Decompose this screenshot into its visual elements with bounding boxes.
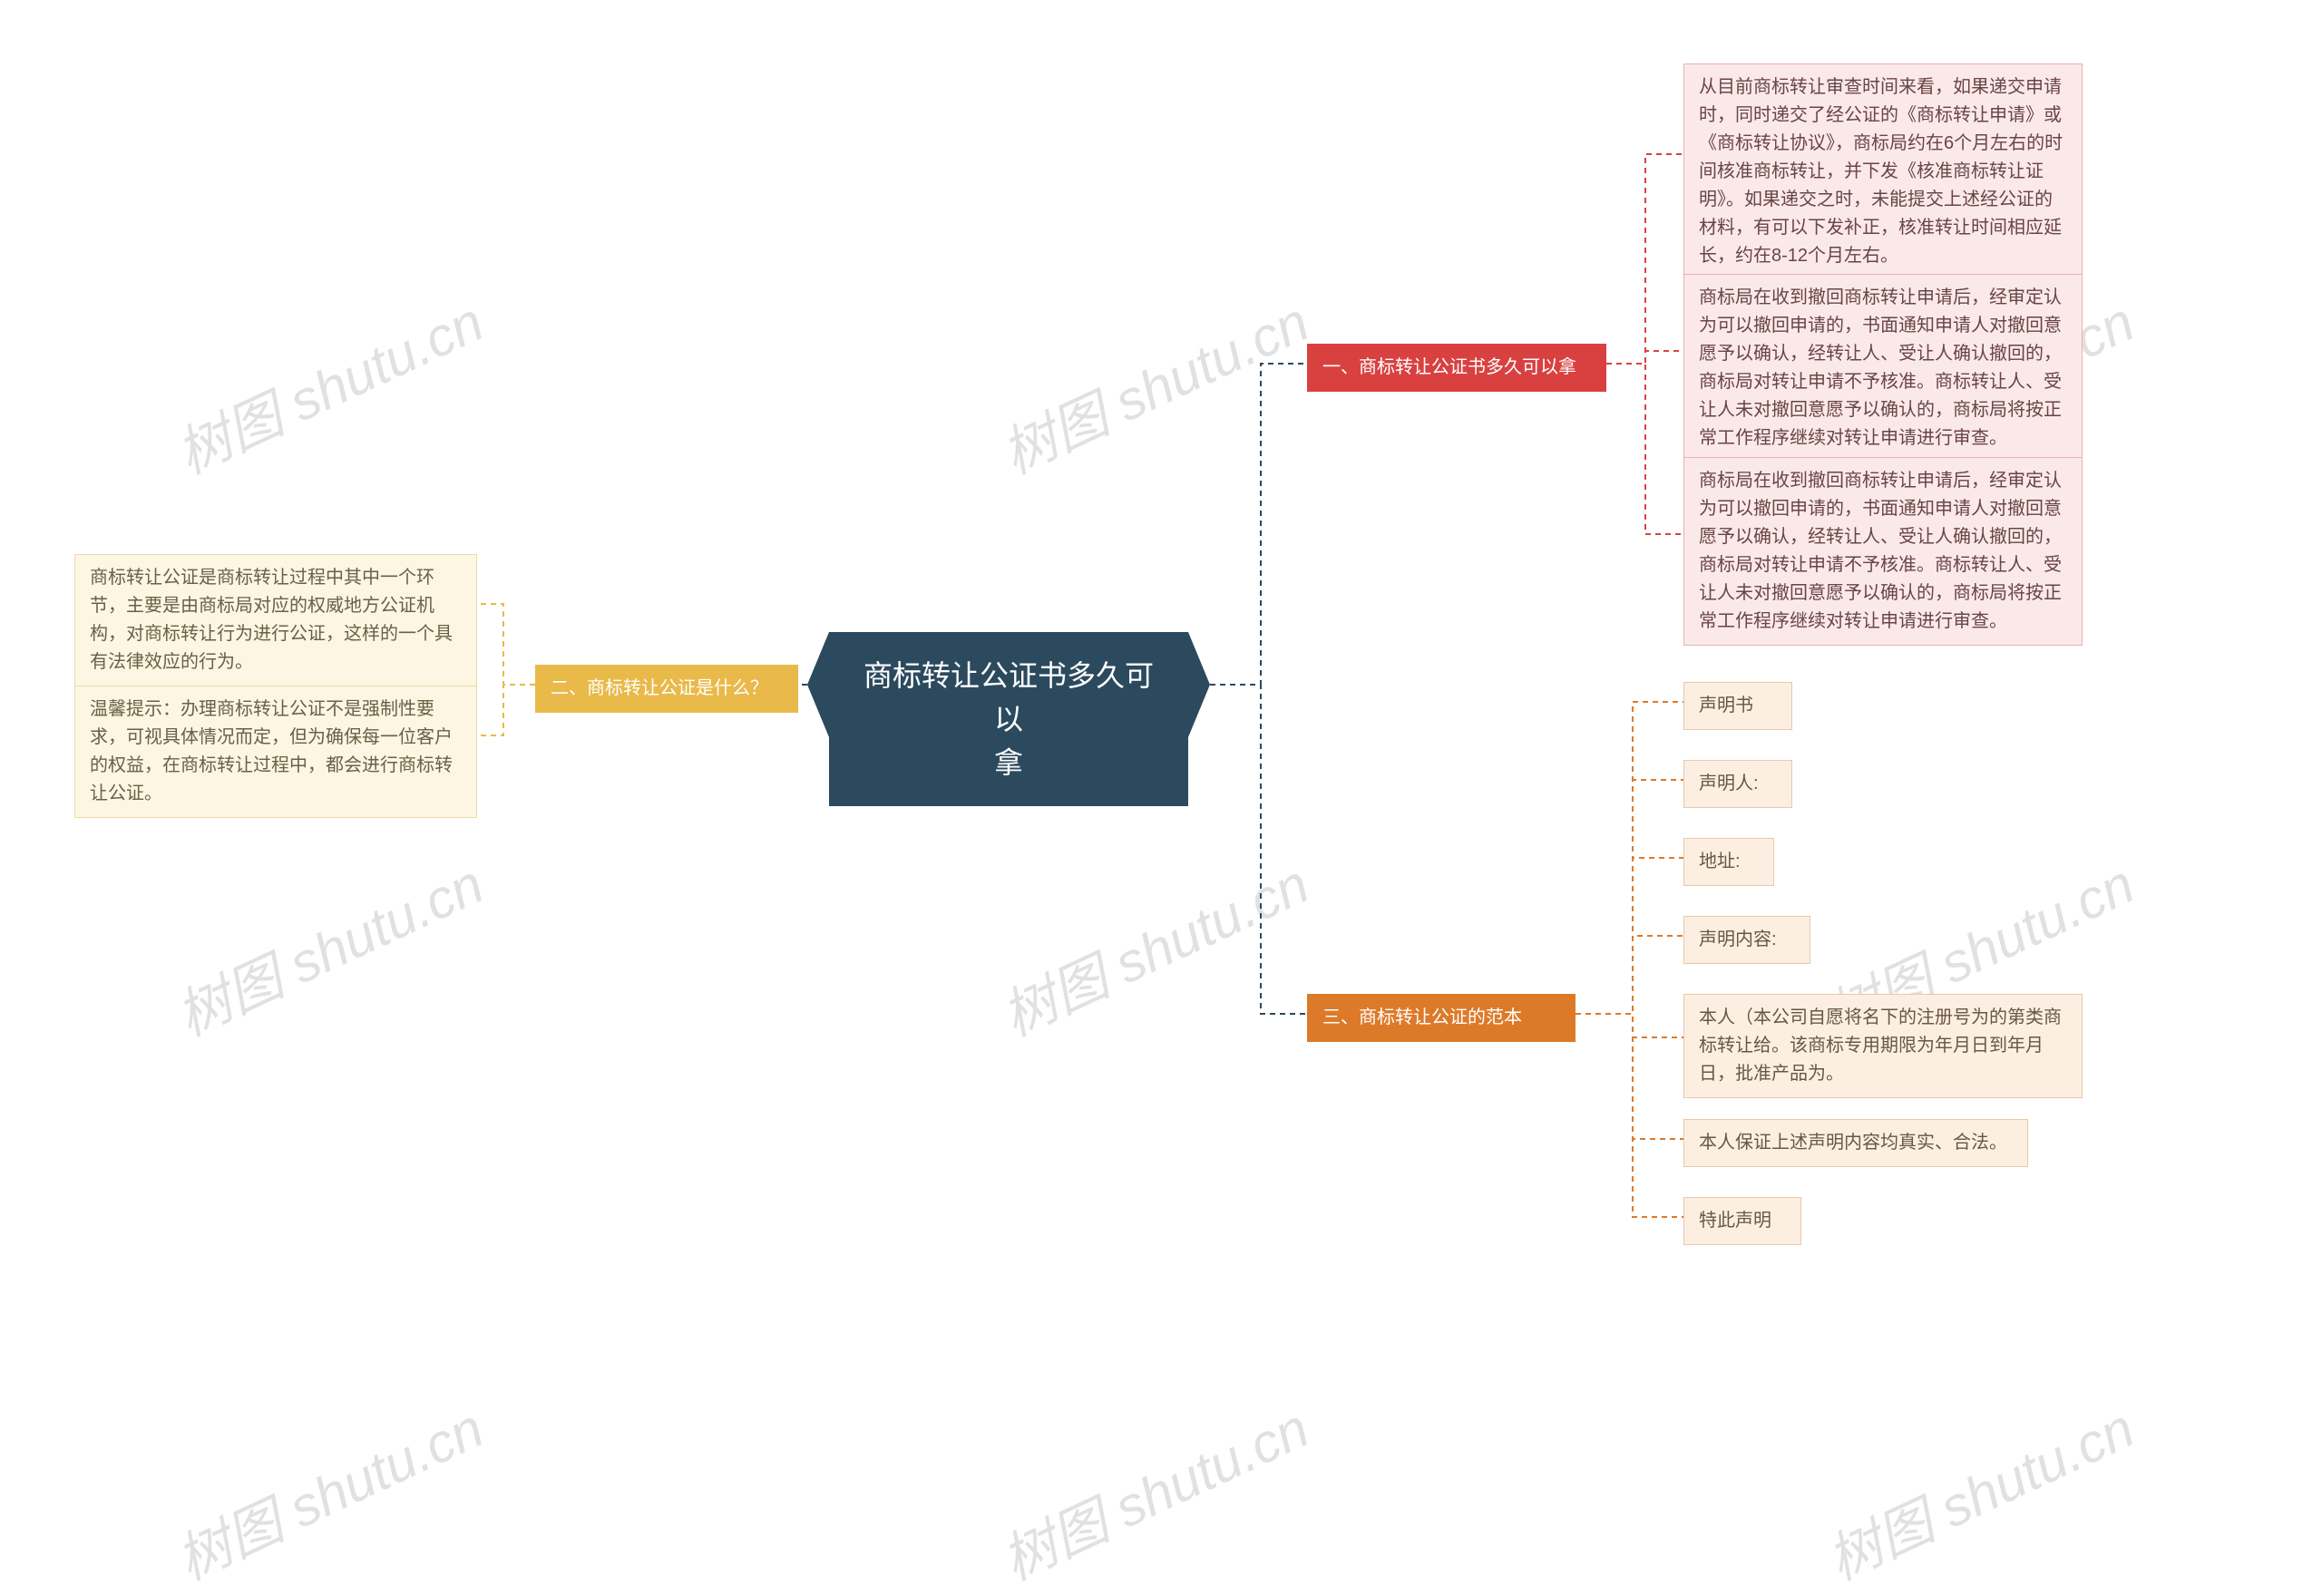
watermark: 树图 shutu.cn xyxy=(162,841,494,1051)
branch-2-title: 二、商标转让公证是什么？ xyxy=(535,665,798,713)
branch-2-leaf: 温馨提示：办理商标转让公证不是强制性要求，可视具体情况而定，但为确保每一位客户的… xyxy=(74,686,477,818)
branch-3-title: 三、商标转让公证的范本 xyxy=(1307,994,1576,1042)
branch-3-leaf: 声明内容: xyxy=(1683,916,1810,964)
branch-3-leaf: 特此声明 xyxy=(1683,1197,1801,1245)
branch-1-leaf: 从目前商标转让审查时间来看，如果递交申请时，同时递交了经公证的《商标转让申请》或… xyxy=(1683,63,2083,280)
branch-3-leaf: 本人保证上述声明内容均真实、合法。 xyxy=(1683,1119,2028,1167)
watermark: 树图 shutu.cn xyxy=(988,841,1320,1051)
branch-1-title: 一、商标转让公证书多久可以拿 xyxy=(1307,344,1606,392)
branch-3-leaf: 本人（本公司自愿将名下的注册号为的第类商标转让给。该商标专用期限为年月日到年月日… xyxy=(1683,994,2083,1098)
central-line1: 商标转让公证书多久可以 xyxy=(863,659,1154,735)
branch-3-leaf: 地址: xyxy=(1683,838,1774,886)
watermark: 树图 shutu.cn xyxy=(988,1385,1320,1595)
branch-3-leaf: 声明书 xyxy=(1683,682,1792,730)
branch-2-leaf: 商标转让公证是商标转让过程中其中一个环节，主要是由商标局对应的权威地方公证机构，… xyxy=(74,554,477,686)
watermark: 树图 shutu.cn xyxy=(1813,1385,2145,1595)
branch-1-leaf: 商标局在收到撤回商标转让申请后，经审定认为可以撤回申请的，书面通知申请人对撤回意… xyxy=(1683,457,2083,646)
central-node: 商标转让公证书多久可以 拿 xyxy=(829,632,1188,806)
central-line2: 拿 xyxy=(994,746,1023,779)
watermark: 树图 shutu.cn xyxy=(988,278,1320,489)
watermark: 树图 shutu.cn xyxy=(162,1385,494,1595)
branch-1-leaf: 商标局在收到撤回商标转让申请后，经审定认为可以撤回申请的，书面通知申请人对撤回意… xyxy=(1683,274,2083,462)
branch-3-leaf: 声明人: xyxy=(1683,760,1792,808)
watermark: 树图 shutu.cn xyxy=(162,278,494,489)
